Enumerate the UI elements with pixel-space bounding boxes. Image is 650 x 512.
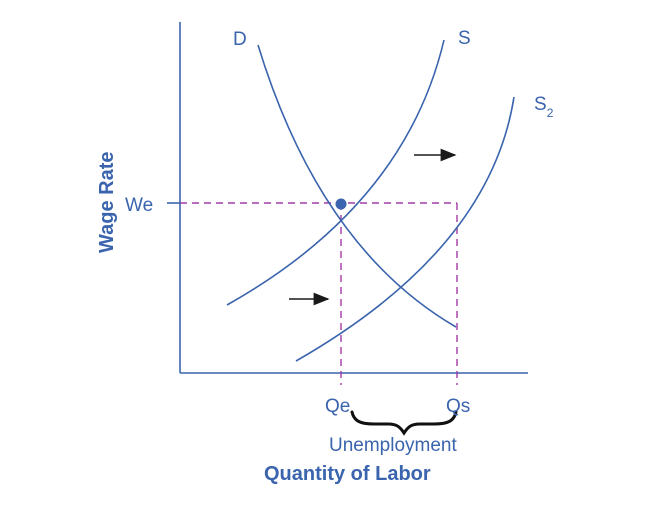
- supply-label: S: [458, 28, 471, 49]
- demand-curve: [257, 44, 457, 328]
- supplied-quantity-label: Qs: [446, 396, 470, 417]
- supply-shifted-letter: S: [534, 94, 547, 115]
- supply-shifted-label: S2: [534, 94, 554, 120]
- demand-label: D: [233, 29, 247, 50]
- x-axis-title: Quantity of Labor: [264, 463, 431, 485]
- unemployment-label: Unemployment: [329, 435, 457, 456]
- equilibrium-quantity-label: Qe: [325, 396, 350, 417]
- supply-shifted-curve: [295, 96, 515, 362]
- supply-curve: [226, 39, 445, 306]
- y-axis-title: Wage Rate: [96, 151, 118, 253]
- equilibrium-point: [335, 198, 347, 210]
- unemployment-brace: [350, 410, 458, 436]
- supply-shifted-subscript: 2: [547, 106, 554, 120]
- equilibrium-wage-label: We: [125, 195, 153, 216]
